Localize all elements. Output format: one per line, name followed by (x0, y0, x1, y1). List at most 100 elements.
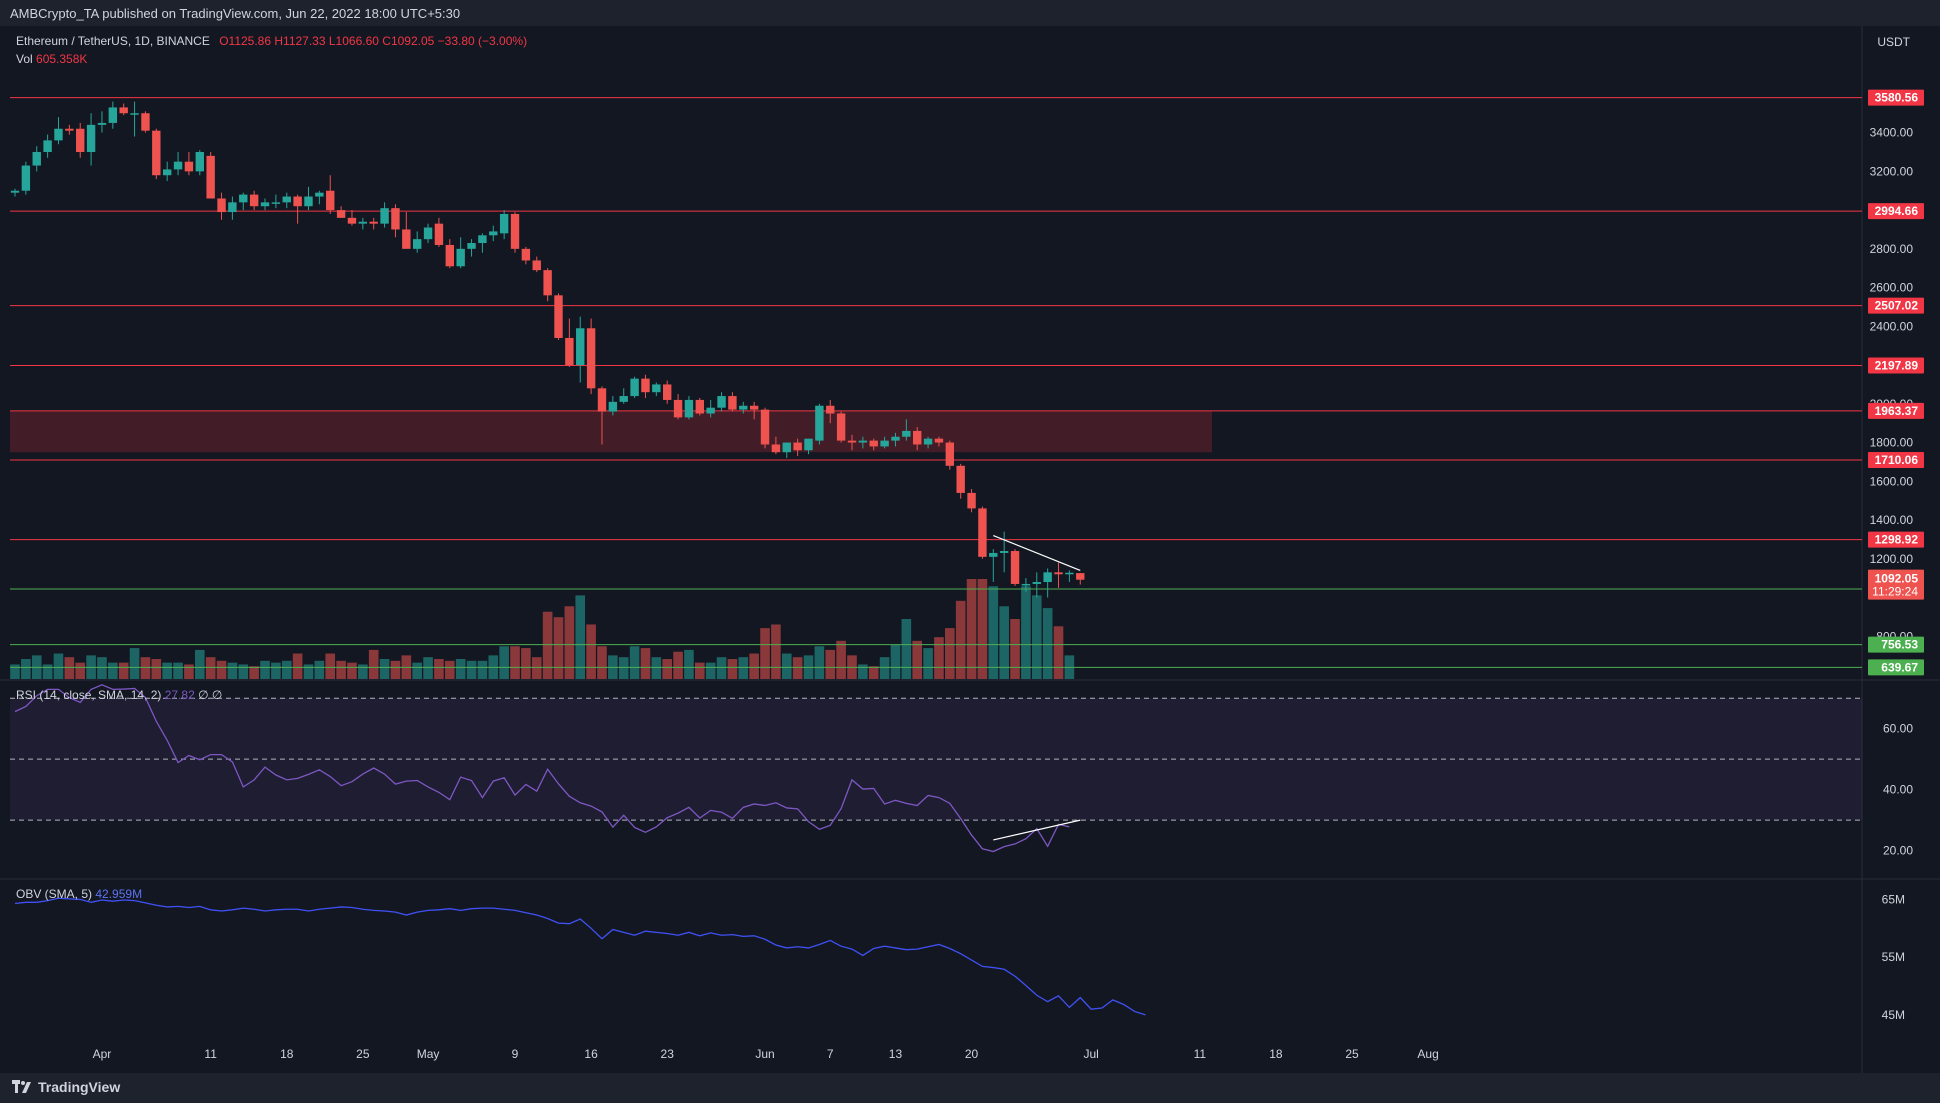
time-tick-label: 18 (1269, 1047, 1283, 1061)
volume-bar (586, 624, 596, 679)
volume-bar (814, 646, 825, 679)
candle-body (162, 169, 172, 176)
volume-bar (477, 660, 488, 679)
time-tick-label: 9 (512, 1047, 519, 1061)
open-value: O1125.86 (219, 34, 272, 48)
candle-body (326, 190, 335, 211)
candle-body (347, 217, 357, 224)
candle-body (217, 198, 226, 213)
candle-body (380, 208, 389, 224)
volume-bar (1010, 619, 1020, 679)
last-price-tag (1868, 569, 1924, 600)
candle-body (293, 196, 302, 207)
volume-bar (521, 648, 531, 679)
volume-bar (238, 664, 249, 679)
candle-body (880, 440, 889, 447)
volume-bar (129, 648, 140, 679)
volume-bar (140, 657, 151, 679)
volume-bar (347, 662, 357, 679)
volume-bar (162, 662, 172, 679)
candle-body (836, 413, 846, 441)
candle-body (1010, 551, 1020, 584)
low-value: L1066.60 (328, 34, 379, 48)
volume-bar (75, 662, 86, 679)
volume-bar (988, 586, 999, 679)
volume-bar (423, 657, 433, 679)
candle-body (76, 128, 85, 152)
resistance-label: 3580.56 (1875, 91, 1919, 105)
candle-body (1021, 583, 1031, 586)
candle-body (782, 442, 791, 453)
rsi-trendline (993, 819, 1081, 841)
price-tick-label: 1600.00 (1870, 474, 1914, 488)
time-tick-label: 25 (1345, 1047, 1359, 1061)
candle-body (532, 260, 541, 271)
time-tick-label: 11 (1194, 1047, 1207, 1061)
time-tick-label: Jun (755, 1047, 774, 1061)
rsi-extra: ∅ ∅ (198, 688, 223, 702)
candle-body (152, 130, 161, 176)
candle-body (565, 337, 574, 366)
candle-body (869, 440, 878, 447)
volume-bar (42, 664, 53, 679)
resistance-label: 2994.66 (1875, 204, 1919, 218)
volume-bar (738, 657, 749, 679)
candle-body (663, 384, 672, 400)
volume-bar (10, 664, 20, 679)
price-tick-label: 2600.00 (1870, 281, 1914, 295)
time-tick-label: 25 (356, 1047, 370, 1061)
obv-tick-label: 65M (1882, 892, 1905, 906)
volume-bar (651, 657, 662, 679)
volume-bar (260, 660, 270, 679)
volume-bar (466, 660, 477, 679)
price-tick-label: 2400.00 (1870, 319, 1914, 333)
volume-bar (64, 657, 75, 679)
volume-bar (977, 579, 988, 679)
publish-info: AMBCrypto_TA published on TradingView.co… (10, 6, 461, 21)
tradingview-brand: TradingView (38, 1079, 121, 1095)
time-tick-label: 23 (661, 1047, 675, 1061)
rsi-legend: RSI (14, close, SMA, 14, 2) 27.82 ∅ ∅ (16, 688, 222, 702)
candle-body (1054, 572, 1063, 575)
candle-body (391, 208, 400, 230)
support-label-bg (1868, 659, 1924, 676)
candle-body (749, 405, 759, 410)
volume-bar (499, 646, 509, 679)
candle-body (86, 124, 96, 152)
volume-bar (434, 659, 444, 679)
chart-area[interactable]: 3400.003200.002800.002600.002400.002000.… (0, 26, 1940, 1073)
volume-bar (173, 662, 183, 679)
volume-bar (205, 657, 216, 679)
volume-bar (966, 579, 977, 679)
candle-body (739, 405, 748, 410)
volume-bar (412, 662, 422, 679)
volume-bar (1031, 595, 1042, 679)
volume-bar (368, 649, 379, 679)
candle-body (369, 221, 378, 224)
price-tick-label: 3400.00 (1870, 126, 1914, 140)
volume-bar (97, 657, 107, 679)
tradingview-logo[interactable]: TradingView (12, 1079, 120, 1095)
candle-body (923, 438, 933, 445)
resistance-label-bg (1868, 357, 1924, 374)
candle-body (630, 378, 639, 397)
candle-body (858, 440, 868, 443)
volume-bar (662, 659, 672, 679)
time-tick-label: Jul (1083, 1047, 1098, 1061)
time-tick-label: May (417, 1047, 440, 1061)
candle-body (956, 465, 965, 493)
volume-bar (792, 657, 803, 679)
candle-body (826, 405, 835, 414)
obv-value: 42.959M (95, 887, 143, 901)
rsi-tick-label: 40.00 (1883, 783, 1913, 797)
last-price-label: 1092.05 (1875, 572, 1919, 586)
resistance-label: 1298.92 (1875, 533, 1919, 547)
volume-bar (781, 653, 792, 679)
volume-label: Vol (16, 52, 33, 66)
volume-bar (760, 628, 770, 679)
candle-body (130, 113, 139, 115)
volume-bar (564, 606, 575, 679)
currency-label: USDT (1877, 35, 1910, 49)
publish-bar: AMBCrypto_TA published on TradingView.co… (0, 0, 1940, 26)
price-tick-label: 1200.00 (1870, 552, 1914, 566)
